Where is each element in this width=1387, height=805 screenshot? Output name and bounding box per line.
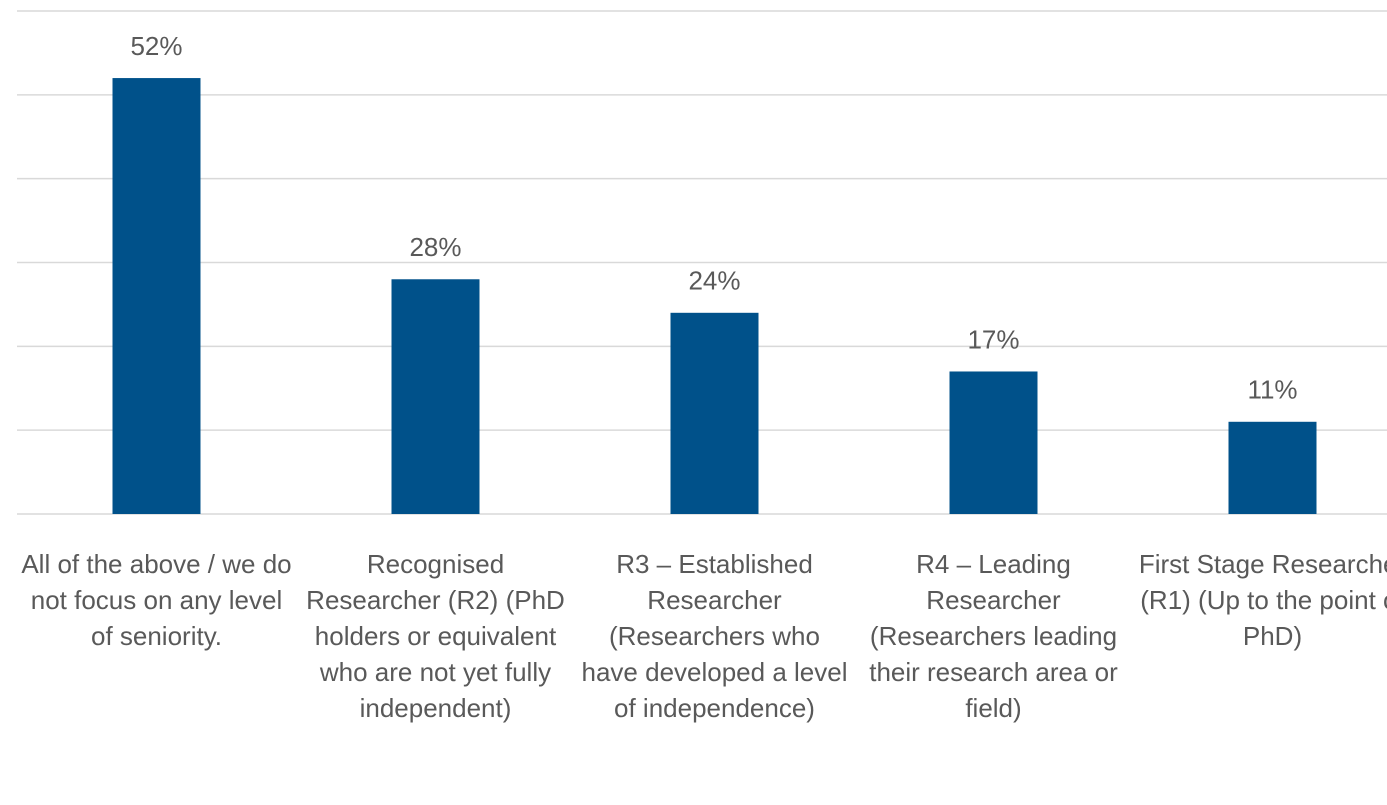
bar: [391, 279, 480, 514]
bar: [949, 371, 1038, 514]
bar: [1228, 421, 1317, 514]
data-label: 28%: [409, 232, 461, 262]
data-label: 17%: [967, 324, 1019, 354]
data-label: 24%: [688, 266, 740, 296]
x-tick-label: All of the above / we do not focus on an…: [21, 549, 292, 651]
data-label: 52%: [130, 31, 182, 61]
x-tick-label: First Stage Researcher (R1) (Up to the p…: [1138, 549, 1387, 651]
x-tick-label: R4 – Leading Researcher (Researchers lea…: [869, 549, 1118, 723]
x-tick-label: R3 – Established Researcher (Researchers…: [581, 549, 848, 723]
x-tick-label: Recognised Researcher (R2) (PhD holders …: [306, 549, 565, 723]
bar: [112, 78, 201, 515]
data-label: 11%: [1247, 375, 1297, 405]
bar: [670, 312, 759, 514]
